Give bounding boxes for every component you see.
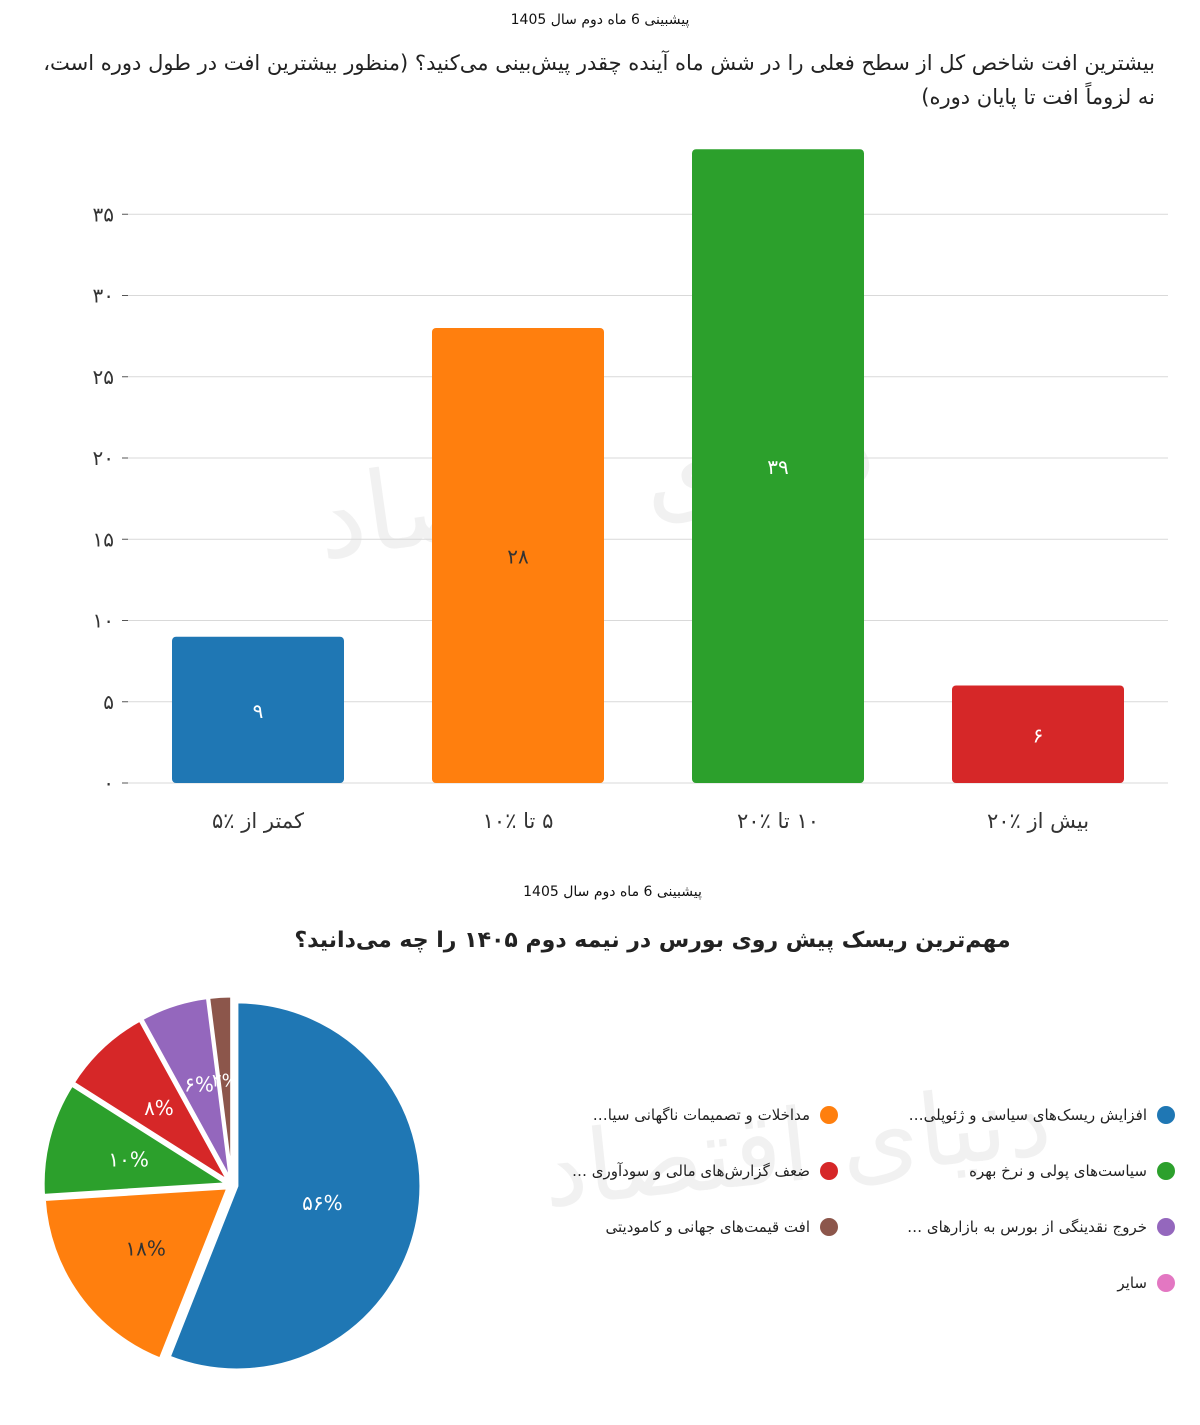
legend-swatch (820, 1106, 838, 1124)
bar (692, 149, 864, 783)
pie-slice (71, 1018, 230, 1183)
bar-value-label: ۲۸ (507, 545, 529, 569)
legend-swatch (1157, 1274, 1175, 1292)
pie-value-label: ۶% (184, 1073, 214, 1097)
legend-item[interactable]: افزایش ریسک‌های سیاسی و ژئوپلی… (909, 1106, 1175, 1124)
y-tick-label: ۵ (103, 690, 114, 714)
legend-swatch (1157, 1218, 1175, 1236)
y-tick-label: ۲۵ (93, 365, 114, 389)
pie-slice (167, 1000, 423, 1372)
pie-chart: دنیای اقتصاد ۵۶% ۱۸% ۱۰% ۸% ۶%۲% (41, 994, 1056, 1372)
pie-slice (41, 1083, 232, 1197)
bar (952, 685, 1124, 783)
pie-value-label: ۱۸% (125, 1237, 166, 1261)
legend-label: مداخلات و تصمیمات ناگهانی سیا… (592, 1106, 810, 1124)
x-tick-label: ۱۰ تا ٪۲۰ (737, 809, 819, 833)
legend-label: افت قیمت‌های جهانی و کامودیتی (605, 1218, 810, 1236)
legend-item[interactable]: سایر (1117, 1274, 1175, 1292)
y-tick-label: ۱۰ (93, 609, 114, 633)
bar-chart-subtitle: پیشبینی 6 ماه دوم سال 1405 (510, 12, 690, 28)
bar-value-label: ۹ (253, 699, 264, 723)
bar-value-label: ۳۹ (767, 455, 788, 479)
pie-value-label: ۸% (144, 1096, 174, 1120)
bar-value-label: ۶ (1033, 723, 1044, 747)
bar (172, 636, 344, 783)
legend-label: خروج نقدینگی از بورس به بازارهای … (907, 1218, 1147, 1236)
x-tick-label: بیش از ٪۲۰ (987, 809, 1089, 833)
legend-label: سیاست‌های پولی و نرخ بهره (969, 1162, 1147, 1180)
bar-chart-title: بیشترین افت شاخص کل از سطح فعلی را در شش… (43, 51, 1155, 109)
legend-item[interactable]: مداخلات و تصمیمات ناگهانی سیا… (593, 1106, 838, 1124)
pie-slice (206, 994, 234, 1181)
legend-label: افزایش ریسک‌های سیاسی و ژئوپلی… (908, 1106, 1147, 1124)
pie-slice (42, 1186, 231, 1361)
legend-item[interactable]: ضعف گزارش‌های مالی و سودآوری … (572, 1162, 838, 1180)
legend-item[interactable]: خروج نقدینگی از بورس به بازارهای … (907, 1218, 1175, 1236)
x-tick-label: کمتر از ٪۵ (212, 809, 304, 833)
pie-chart-title: مهم‌ترین ریسک پیش روی بورس در نیمه دوم ۱… (294, 928, 1011, 953)
pie-value-label: ۱۰% (108, 1147, 149, 1171)
pie-chart-subtitle: پیشبینی 6 ماه دوم سال 1405 (523, 884, 702, 900)
y-tick-label: ۲۰ (93, 446, 114, 470)
legend-swatch (820, 1218, 838, 1236)
pie-value-label: ۲% (212, 1070, 239, 1091)
y-tick-label: ۰ (103, 771, 114, 795)
legend-swatch (1157, 1106, 1175, 1124)
pie-value-label: ۵۶% (302, 1191, 343, 1215)
pie-watermark: دنیای اقتصاد (536, 1061, 1056, 1231)
y-tick-label: ۳۵ (93, 202, 114, 226)
legend-item[interactable]: افت قیمت‌های جهانی و کامودیتی (605, 1218, 838, 1236)
bar (432, 328, 604, 783)
legend-swatch (1157, 1162, 1175, 1180)
y-tick-label: ۱۵ (93, 527, 114, 551)
legend-label: سایر (1117, 1274, 1147, 1292)
legend-item[interactable]: سیاست‌های پولی و نرخ بهره (969, 1162, 1175, 1180)
legend-swatch (820, 1162, 838, 1180)
y-tick-label: ۳۰ (93, 284, 114, 308)
legend-label: ضعف گزارش‌های مالی و سودآوری … (571, 1162, 810, 1180)
x-tick-label: ۵ تا ٪۱۰ (483, 809, 554, 833)
